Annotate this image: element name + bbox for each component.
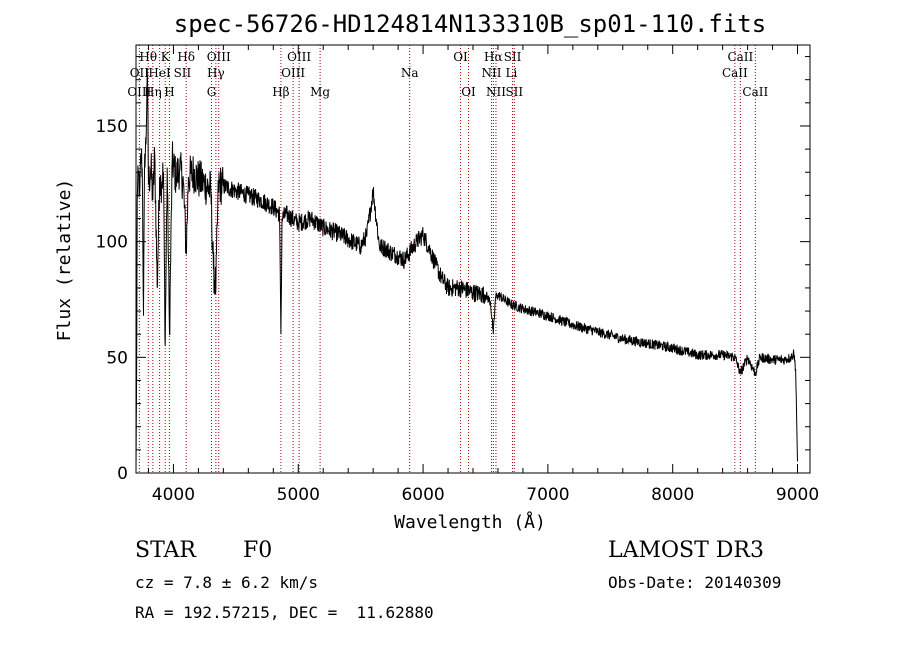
line-markers [138, 45, 756, 473]
redshift-cz: cz = 7.8 ± 6.2 km/s [135, 573, 319, 592]
spectral-line-label: SII [174, 66, 192, 80]
spectral-line-label: OIII [207, 50, 231, 64]
x-tick-label: 9000 [776, 485, 819, 505]
spectral-line-label: OII [130, 66, 150, 80]
spectral-line-label: HeI [148, 66, 171, 80]
axis-ticks: 4000 5000 6000 7000 8000 9000 0 50 100 150 [96, 45, 819, 505]
spectral-line-label: Hδ [177, 50, 195, 64]
spectral-line-label: G [207, 85, 217, 99]
spectral-line-label: H [164, 85, 174, 99]
x-tick-label: 4000 [152, 485, 195, 505]
spectral-line-label: SII [504, 50, 522, 64]
y-tick-label: 0 [117, 464, 128, 484]
y-tick-label: 50 [106, 348, 128, 368]
spectral-line-label: CaII [727, 50, 753, 64]
flux-series-line [135, 68, 798, 474]
spectral-line-label: Hθ [139, 50, 157, 64]
spectral-line-label: SII [505, 85, 523, 99]
spectral-line-label: NII [481, 66, 501, 80]
spectral-line-label: Mg [310, 85, 330, 99]
spectral-line-label: Li [506, 66, 518, 80]
spectral-line-label: OIII [127, 85, 151, 99]
obs-date: Obs-Date: 20140309 [608, 573, 782, 592]
spectral-line-label: Hβ [272, 85, 289, 99]
object-subclass: F0 [243, 538, 273, 563]
spectral-line-label: Hγ [207, 66, 225, 80]
spectral-line-label: Hα [484, 50, 503, 64]
x-tick-label: 8000 [651, 485, 694, 505]
survey-name: LAMOST DR3 [608, 538, 764, 563]
spectral-line-label: CaII [722, 66, 748, 80]
spectral-line-label: OIII [281, 66, 305, 80]
y-tick-label: 100 [96, 233, 128, 253]
y-axis-label: Flux (relative) [54, 179, 75, 342]
spectral-line-label: NII [486, 85, 506, 99]
chart-title: spec-56726-HD124814N133310B_sp01-110.fit… [174, 10, 766, 38]
spectral-line-label: OIII [287, 50, 311, 64]
spectral-line-label: K [161, 50, 171, 64]
spectral-line-label: Na [401, 66, 419, 80]
spectral-line-label: CaII [742, 85, 768, 99]
spectral-line-label: Hη [144, 85, 162, 99]
spectral-line-label: OI [453, 50, 468, 64]
coordinates: RA = 192.57215, DEC = 11.62880 [135, 603, 434, 622]
x-tick-label: 6000 [401, 485, 444, 505]
spectral-line-label: OI [461, 85, 476, 99]
x-tick-label: 7000 [526, 485, 569, 505]
object-class: STAR [135, 538, 196, 563]
y-tick-label: 150 [96, 117, 128, 137]
x-tick-label: 5000 [277, 485, 320, 505]
plot-frame [135, 44, 811, 474]
x-axis-label: Wavelength (Å) [394, 511, 546, 533]
